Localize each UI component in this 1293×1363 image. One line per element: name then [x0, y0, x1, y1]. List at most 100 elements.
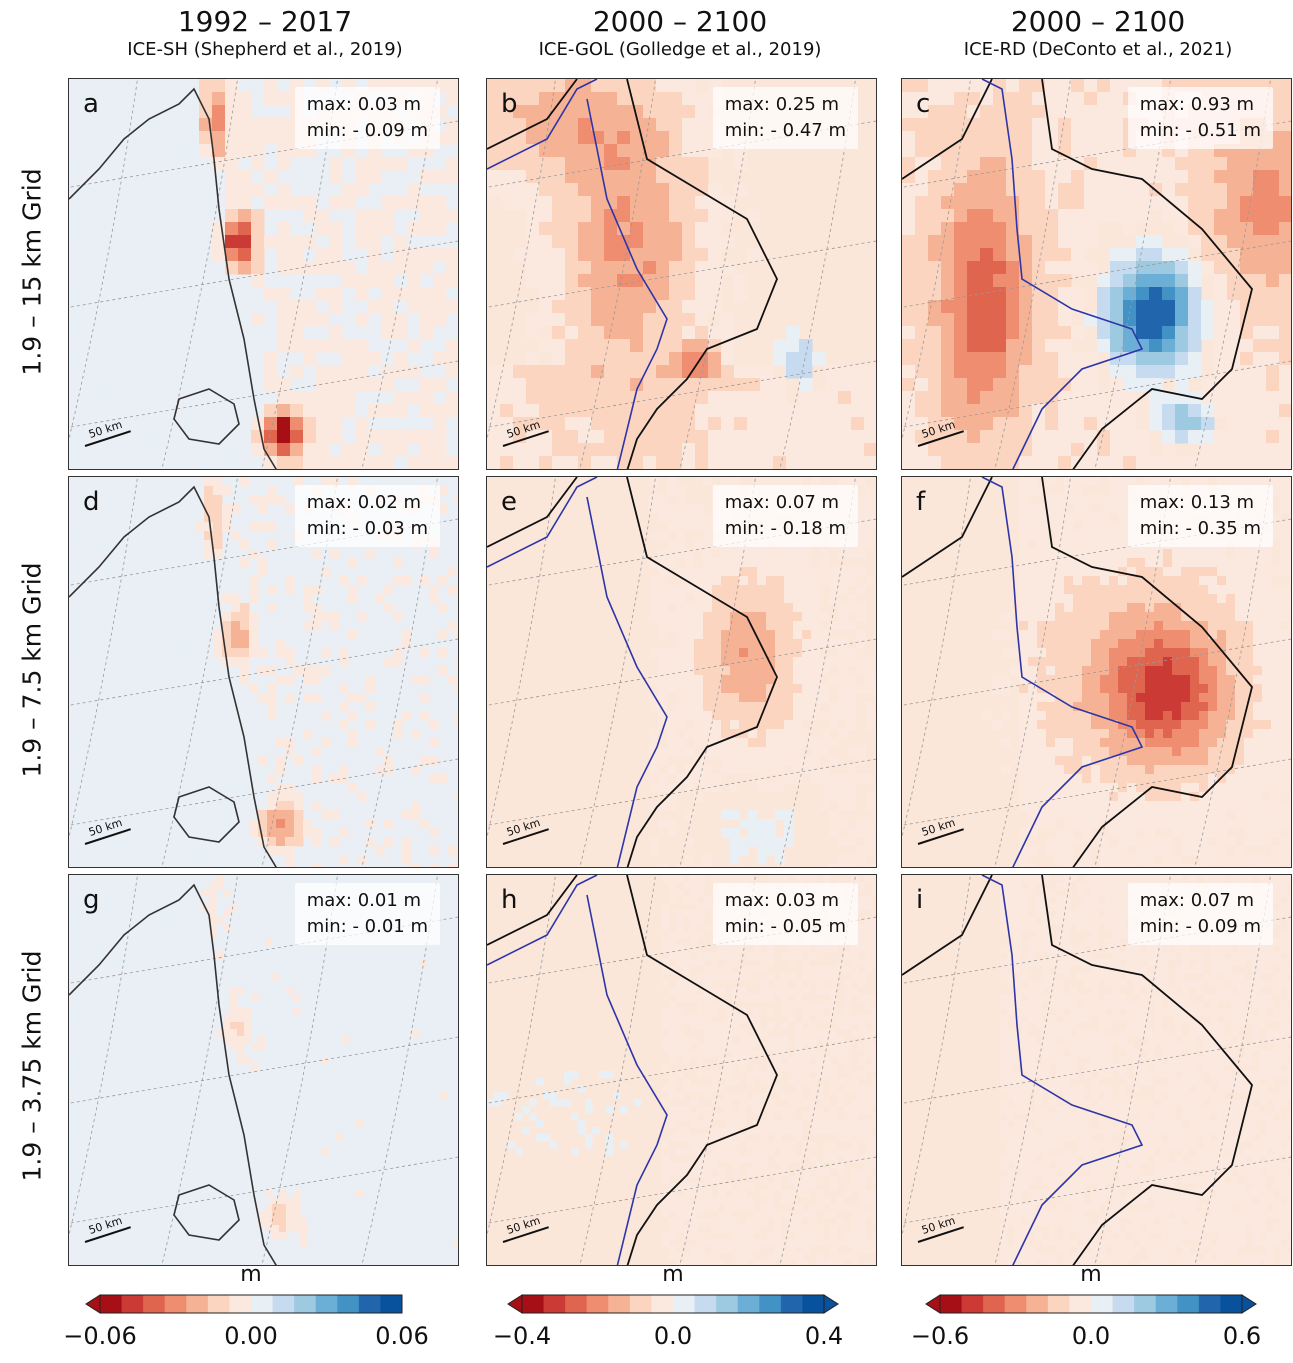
grid-cell	[104, 910, 112, 918]
grid-cell	[1235, 792, 1245, 802]
grid-cell	[1208, 738, 1218, 748]
grid-cell	[69, 1190, 77, 1198]
grid-cell	[902, 144, 916, 158]
grid-cell	[941, 131, 955, 145]
grid-cell	[1073, 747, 1083, 757]
grid-cell	[1032, 404, 1046, 418]
grid-cell	[173, 456, 187, 469]
grid-cell	[1082, 621, 1092, 631]
grid-cell	[368, 430, 382, 444]
grid-cell	[1045, 287, 1059, 301]
grid-cell	[173, 157, 187, 171]
grid-cell	[730, 855, 740, 865]
grid-cell	[757, 621, 767, 631]
grid-cell	[267, 603, 277, 613]
grid-cell	[1084, 235, 1098, 249]
grid-cell	[123, 801, 133, 811]
grid-cell	[1127, 630, 1137, 640]
grid-cell	[811, 738, 821, 748]
grid-cell	[1253, 630, 1263, 640]
grid-cell	[712, 639, 722, 649]
grid-cell	[565, 248, 579, 262]
grid-cell	[316, 248, 330, 262]
grid-cell	[721, 585, 731, 595]
grid-cell	[552, 365, 566, 379]
grid-cell	[643, 157, 657, 171]
grid-cell	[1244, 711, 1254, 721]
grid-cell	[591, 274, 605, 288]
grid-cell	[773, 469, 787, 470]
grid-cell	[617, 196, 631, 210]
grid-cell	[565, 157, 579, 171]
grid-cell	[775, 711, 785, 721]
grid-cell	[708, 222, 722, 236]
grid-cell	[980, 365, 994, 379]
grid-cell	[775, 783, 785, 793]
grid-cell	[617, 365, 631, 379]
grid-cell	[96, 747, 106, 757]
grid-cell	[656, 144, 670, 158]
grid-cell	[1001, 675, 1011, 685]
grid-cell	[83, 1197, 91, 1205]
grid-cell	[87, 864, 97, 867]
grid-cell	[199, 456, 213, 469]
grid-cell	[1175, 326, 1189, 340]
grid-cell	[1172, 702, 1182, 712]
grid-cell	[83, 1057, 91, 1065]
grid-cell	[249, 576, 259, 586]
grid-cell	[941, 287, 955, 301]
grid-cell	[604, 469, 618, 470]
grid-cell	[1028, 747, 1038, 757]
grid-cell	[329, 339, 343, 353]
grid-cell	[1181, 837, 1191, 847]
grid-cell	[123, 765, 133, 775]
grid-cell	[213, 531, 223, 541]
grid-cell	[1199, 702, 1209, 712]
grid-cell	[1163, 756, 1173, 766]
grid-cell	[967, 183, 981, 197]
grid-cell	[83, 1001, 91, 1009]
grid-cell	[685, 621, 695, 631]
grounding-line	[487, 79, 668, 469]
grid-cell	[669, 183, 683, 197]
grid-cell	[1253, 576, 1263, 586]
grid-cell	[1190, 702, 1200, 712]
grid-cell	[78, 747, 88, 757]
grid-cell	[708, 274, 722, 288]
grid-cell	[1280, 540, 1290, 550]
grid-cell	[865, 846, 875, 856]
grid-cell	[526, 365, 540, 379]
grid-cell	[1162, 404, 1176, 418]
grid-cell	[802, 603, 812, 613]
grid-cell	[1163, 477, 1173, 487]
grid-cell	[604, 248, 618, 262]
grid-cell	[775, 855, 785, 865]
grid-cell	[1163, 783, 1173, 793]
grid-cell	[941, 378, 955, 392]
grid-cell	[902, 300, 916, 314]
grid-cell	[267, 792, 277, 802]
grid-cell	[69, 1015, 77, 1023]
grid-cell	[1019, 105, 1033, 119]
grid-cell	[312, 675, 322, 685]
grid-cell	[928, 92, 942, 106]
grid-cell	[141, 774, 151, 784]
grid-cell	[954, 222, 968, 236]
grid-cell	[676, 684, 686, 694]
grid-cell	[643, 313, 657, 327]
grid-cell	[685, 729, 695, 739]
grid-cell	[747, 456, 761, 469]
grid-cell	[993, 274, 1007, 288]
grid-cell	[76, 1029, 84, 1037]
grid-cell	[1181, 621, 1191, 631]
grid-cell	[1199, 729, 1209, 739]
grid-cell	[643, 105, 657, 119]
grid-cell	[1266, 196, 1280, 210]
grid-cell	[649, 756, 659, 766]
grid-cell	[915, 144, 929, 158]
grid-cell	[1028, 648, 1038, 658]
grid-cell	[967, 248, 981, 262]
grid-cell	[238, 131, 252, 145]
grid-cell	[658, 585, 668, 595]
grid-cell	[578, 391, 592, 405]
